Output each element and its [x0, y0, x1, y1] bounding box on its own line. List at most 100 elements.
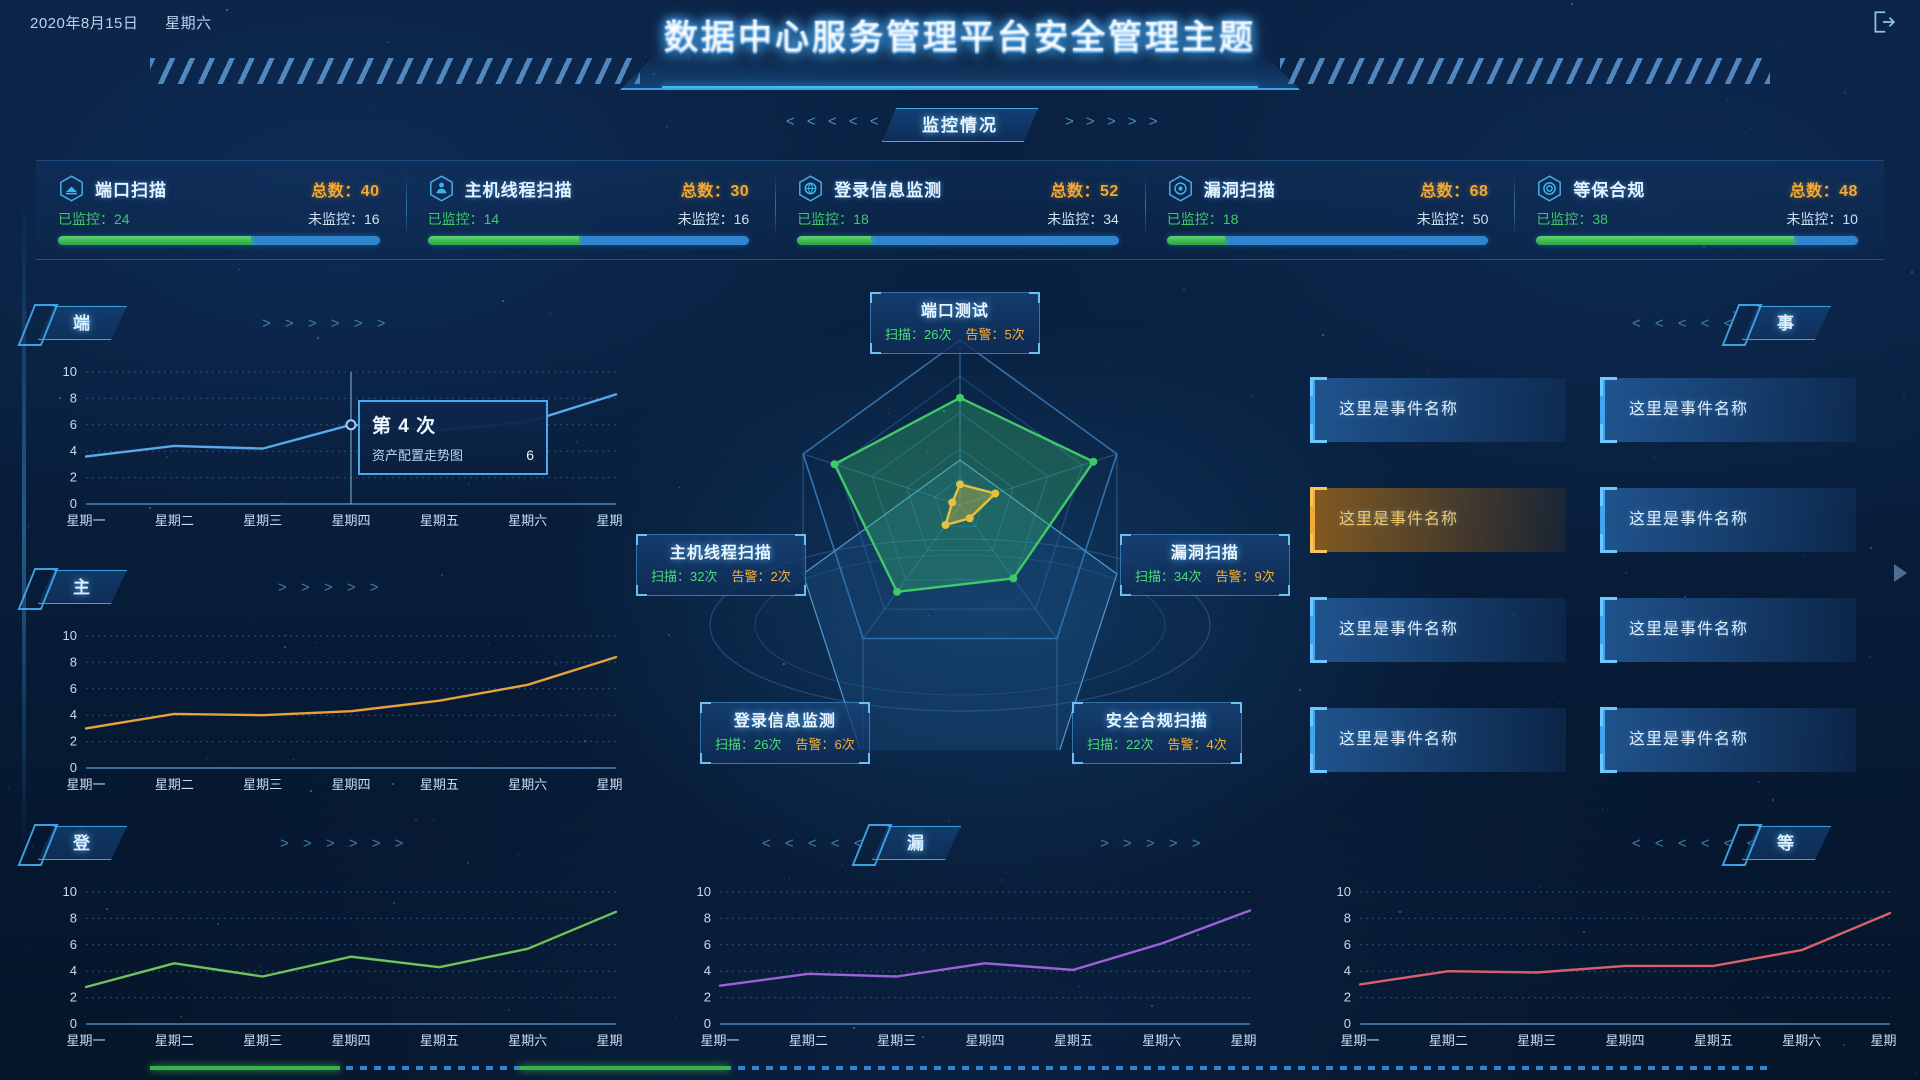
radar-node-2[interactable]: 漏洞扫描 扫描：34次 告警：9次: [1120, 534, 1290, 596]
chevrons-event-list: < < < < <: [1632, 315, 1737, 332]
radar-node-scan: 扫描：32次: [651, 569, 717, 584]
svg-text:星期三: 星期三: [1517, 1033, 1556, 1048]
svg-text:星期日: 星期日: [1230, 1033, 1258, 1048]
stat-card-unmonitored: 未监控：16: [308, 209, 380, 229]
stat-card-1[interactable]: 端口扫描 总数：40 已监控：24 未监控：16: [36, 161, 406, 259]
svg-text:星期日: 星期日: [1870, 1033, 1898, 1048]
svg-text:星期一: 星期一: [66, 513, 105, 528]
svg-text:星期四: 星期四: [331, 777, 370, 792]
radar-node-3[interactable]: 安全合规扫描 扫描：22次 告警：4次: [1072, 702, 1242, 764]
svg-text:6: 6: [70, 681, 77, 696]
stat-card-progress: [58, 236, 380, 245]
bottom-scrollbar[interactable]: [150, 1066, 1770, 1070]
event-list-item[interactable]: 这里是事件名称: [1600, 378, 1856, 442]
chevrons-login-monitor: > > > > > >: [280, 835, 408, 852]
stat-card-row: 端口扫描 总数：40 已监控：24 未监控：16 主机线程扫描 总数：30 已监控：14 未监…: [36, 160, 1884, 260]
stat-card-name: 端口扫描: [95, 176, 167, 201]
svg-text:星期二: 星期二: [789, 1033, 828, 1048]
svg-text:2: 2: [1344, 990, 1351, 1005]
stat-card-5[interactable]: 等保合规 总数：48 已监控：38 未监控：10: [1514, 161, 1884, 259]
svg-text:星期日: 星期日: [596, 777, 624, 792]
svg-text:星期一: 星期一: [66, 777, 105, 792]
svg-text:6: 6: [70, 417, 77, 432]
svg-text:8: 8: [704, 910, 711, 925]
radar-node-warn: 告警：9次: [1215, 569, 1274, 584]
svg-text:星期五: 星期五: [420, 777, 459, 792]
event-list-item[interactable]: 这里是事件名称: [1600, 598, 1856, 662]
svg-text:星期四: 星期四: [331, 513, 370, 528]
stat-card-monitored: 已监控：18: [1167, 209, 1239, 229]
svg-text:0: 0: [70, 496, 77, 511]
radar-node-5[interactable]: 主机线程扫描 扫描：32次 告警：2次: [636, 534, 806, 596]
svg-text:10: 10: [697, 884, 711, 899]
stat-card-subvalues: 已监控：18 未监控：34: [797, 209, 1119, 229]
svg-text:星期二: 星期二: [155, 777, 194, 792]
next-arrow-icon[interactable]: [1894, 564, 1907, 582]
event-list-item[interactable]: 这里是事件名称: [1600, 488, 1856, 552]
svg-text:星期五: 星期五: [1054, 1033, 1093, 1048]
svg-text:星期一: 星期一: [1340, 1033, 1379, 1048]
chart-host-trend: 0246810星期一星期二星期三星期四星期五星期六星期日: [44, 628, 624, 803]
svg-text:0: 0: [1344, 1016, 1351, 1031]
radar-node-scan: 扫描：26次: [715, 737, 781, 752]
stat-card-header: 端口扫描 总数：40: [58, 175, 380, 202]
stat-card-total: 总数：48: [1790, 177, 1858, 201]
header-stripe-right: [1280, 58, 1770, 84]
left-scroll-rail[interactable]: [22, 200, 26, 860]
event-list-item[interactable]: 这里是事件名称: [1310, 598, 1566, 662]
svg-text:8: 8: [70, 654, 77, 669]
svg-text:星期二: 星期二: [1429, 1033, 1468, 1048]
radar-node-1[interactable]: 端口测试 扫描：26次 告警：5次: [870, 292, 1040, 354]
chevrons-host-trend: > > > > >: [278, 579, 383, 596]
svg-text:8: 8: [70, 390, 77, 405]
stat-card-name: 等保合规: [1573, 176, 1645, 201]
compliance-icon: [1536, 175, 1563, 202]
svg-text:星期六: 星期六: [1142, 1033, 1181, 1048]
radar-node-values: 扫描：34次 告警：9次: [1135, 568, 1275, 587]
stat-card-total: 总数：30: [681, 177, 749, 201]
svg-text:星期六: 星期六: [508, 777, 547, 792]
svg-text:星期四: 星期四: [965, 1033, 1004, 1048]
host-thread-icon: [428, 175, 455, 202]
stat-card-total: 总数：52: [1050, 177, 1118, 201]
svg-text:4: 4: [70, 707, 77, 722]
logout-icon[interactable]: [1870, 9, 1896, 35]
radar-node-name: 端口测试: [885, 300, 1025, 323]
event-list-item[interactable]: 这里是事件名称: [1600, 708, 1856, 772]
svg-text:星期六: 星期六: [508, 1033, 547, 1048]
event-list: 这里是事件名称 这里是事件名称 这里是事件名称 这里是事件名称 这里是事件名称 这里是事件…: [1310, 378, 1875, 778]
stat-card-unmonitored: 未监控：50: [1417, 209, 1489, 229]
tooltip-value: 6: [526, 447, 534, 463]
svg-text:10: 10: [63, 628, 77, 643]
event-item-label: 这里是事件名称: [1339, 621, 1458, 638]
svg-text:星期三: 星期三: [877, 1033, 916, 1048]
stat-card-3[interactable]: 登录信息监测 总数：52 已监控：18 未监控：34: [775, 161, 1145, 259]
stat-card-progress: [797, 236, 1119, 245]
stat-card-progress: [1167, 236, 1489, 245]
radar-node-name: 登录信息监测: [715, 710, 855, 733]
svg-text:星期四: 星期四: [1605, 1033, 1644, 1048]
svg-text:6: 6: [704, 937, 711, 952]
svg-text:星期五: 星期五: [420, 1033, 459, 1048]
tooltip-title: 第 4 次: [372, 411, 534, 438]
svg-text:2: 2: [704, 990, 711, 1005]
stat-card-2[interactable]: 主机线程扫描 总数：30 已监控：14 未监控：16: [406, 161, 776, 259]
radar-node-4[interactable]: 登录信息监测 扫描：26次 告警：6次: [700, 702, 870, 764]
vuln-scan-icon: [1167, 175, 1194, 202]
event-item-label: 这里是事件名称: [1339, 731, 1458, 748]
radar-node-values: 扫描：22次 告警：4次: [1087, 736, 1227, 755]
stat-card-monitored: 已监控：38: [1536, 209, 1608, 229]
svg-text:星期三: 星期三: [243, 777, 282, 792]
svg-text:星期三: 星期三: [243, 513, 282, 528]
stat-card-4[interactable]: 漏洞扫描 总数：68 已监控：18 未监控：50: [1145, 161, 1515, 259]
svg-text:星期日: 星期日: [596, 1033, 624, 1048]
svg-text:10: 10: [1337, 884, 1351, 899]
event-list-item[interactable]: 这里是事件名称: [1310, 488, 1566, 552]
stat-card-progress: [1536, 236, 1858, 245]
event-list-item[interactable]: 这里是事件名称: [1310, 708, 1566, 772]
stat-card-unmonitored: 未监控：10: [1786, 209, 1858, 229]
event-list-item[interactable]: 这里是事件名称: [1310, 378, 1566, 442]
chevrons-port-trend: > > > > > >: [262, 315, 390, 332]
event-item-label: 这里是事件名称: [1629, 621, 1748, 638]
monitor-section-title: 监控情况: [882, 108, 1038, 142]
